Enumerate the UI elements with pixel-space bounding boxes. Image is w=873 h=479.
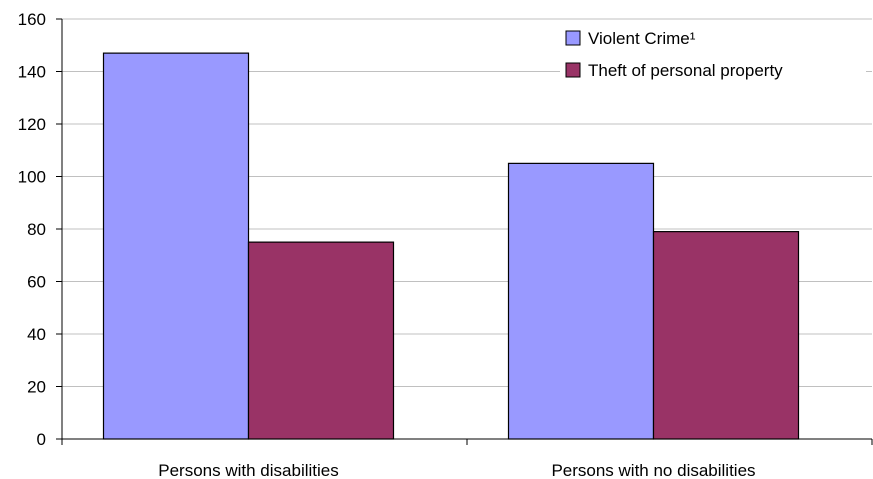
legend-label: Violent Crime¹ [588, 29, 696, 48]
y-tick-label: 40 [27, 325, 46, 344]
x-category-label: Persons with no disabilities [551, 461, 755, 479]
legend-label: Theft of personal property [588, 61, 783, 80]
y-tick-label: 140 [18, 63, 46, 82]
legend-swatch [565, 30, 581, 46]
y-tick-label: 100 [18, 168, 46, 187]
y-tick-label: 120 [18, 115, 46, 134]
y-tick-label: 0 [37, 430, 46, 449]
y-tick-label: 160 [18, 10, 46, 29]
y-tick-label: 20 [27, 378, 46, 397]
y-tick-label: 80 [27, 220, 46, 239]
bar [652, 231, 800, 440]
axes [56, 18, 873, 445]
bar [102, 52, 250, 440]
bar [247, 241, 395, 440]
bar [507, 162, 655, 440]
x-category-label: Persons with disabilities [158, 461, 338, 479]
bars [102, 52, 800, 440]
legend: Violent Crime¹ Theft of personal property [560, 24, 866, 86]
legend-background [560, 24, 866, 86]
y-axis-tick-labels: 0 20 40 60 80 100 120 140 160 [18, 10, 46, 449]
legend-swatch [565, 62, 581, 78]
y-tick-label: 60 [27, 273, 46, 292]
x-axis-category-labels: Persons with disabilities Persons with no… [158, 461, 755, 479]
